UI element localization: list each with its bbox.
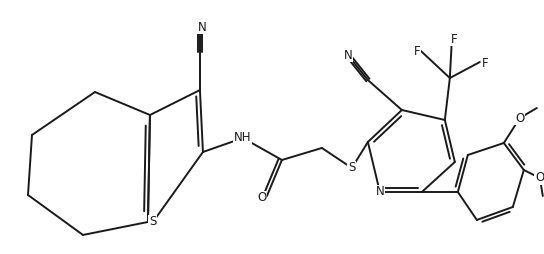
Text: F: F — [413, 44, 420, 57]
Text: O: O — [257, 192, 267, 204]
Text: S: S — [348, 162, 356, 174]
Text: S: S — [149, 215, 157, 228]
Text: O: O — [515, 112, 524, 124]
Text: F: F — [450, 33, 457, 45]
Text: N: N — [343, 49, 353, 61]
Text: F: F — [481, 57, 488, 70]
Text: N: N — [197, 21, 206, 34]
Text: N: N — [375, 185, 384, 198]
Text: NH: NH — [234, 132, 252, 145]
Text: O: O — [535, 171, 544, 184]
